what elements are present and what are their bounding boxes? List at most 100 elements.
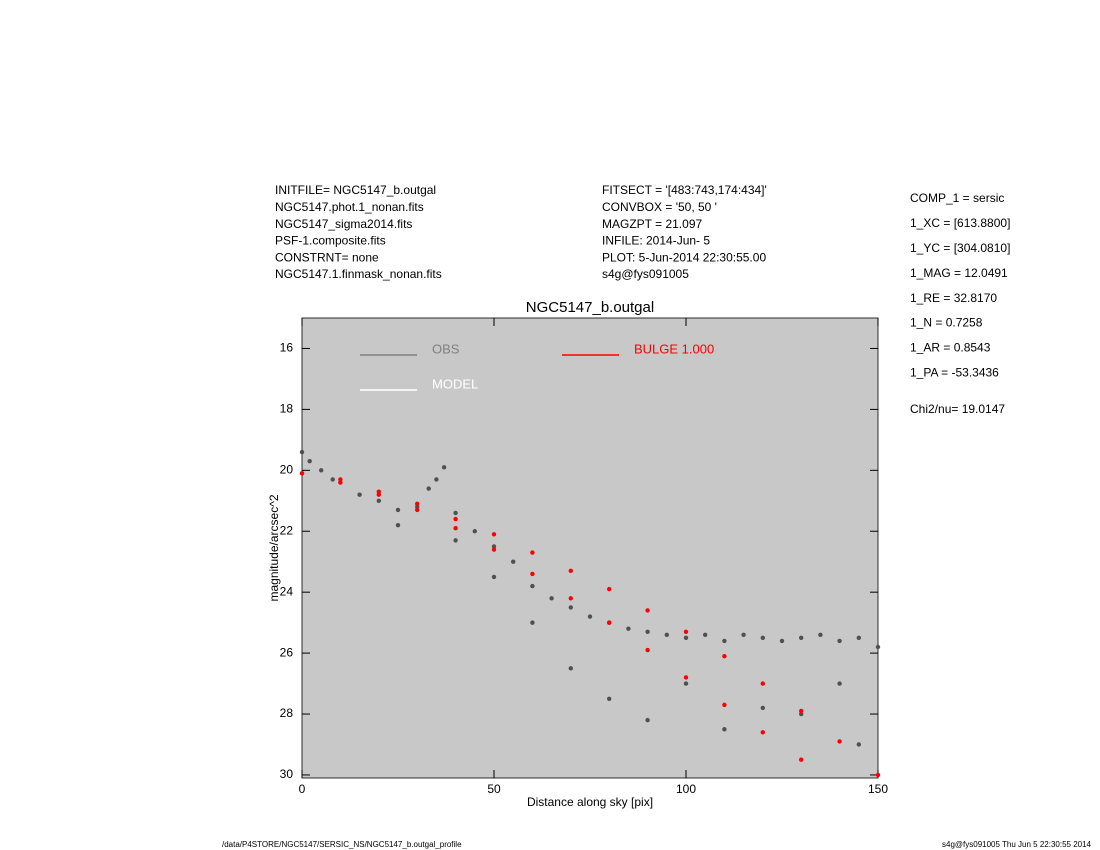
y-tick-label: 26 (280, 645, 294, 659)
point (722, 702, 727, 708)
point (338, 480, 343, 485)
point (607, 620, 612, 625)
point (760, 705, 765, 711)
point (799, 711, 804, 717)
point (307, 458, 312, 464)
point (645, 629, 650, 634)
point (441, 465, 447, 470)
point (568, 596, 573, 601)
point (330, 477, 335, 482)
point (683, 681, 689, 686)
point (626, 626, 631, 631)
header-line: NGC5147.1.finmask_nonan.fits (275, 267, 442, 281)
point (338, 477, 343, 482)
fit-param: 1_YC = [304.0810] (910, 241, 1010, 255)
y-tick-label: 18 (280, 402, 294, 416)
point (549, 596, 554, 601)
y-tick-label: 22 (280, 523, 294, 537)
point (299, 471, 305, 476)
point (683, 635, 689, 641)
point (415, 501, 420, 507)
point (875, 644, 881, 650)
point (319, 468, 324, 473)
fit-param: 1_PA = -53.3436 (910, 365, 999, 379)
point (760, 681, 765, 686)
point (799, 635, 804, 641)
y-tick-label: 30 (280, 767, 294, 781)
point (376, 498, 381, 503)
point (395, 507, 401, 513)
point (664, 632, 669, 638)
y-tick-label: 20 (280, 462, 294, 476)
header-line: INFILE: 2014-Jun- 5 (602, 234, 710, 248)
chart-title: NGC5147_b.outgal (526, 299, 654, 316)
header-line: MAGZPT = 21.097 (602, 217, 702, 231)
point (645, 717, 650, 723)
legend-label: OBS (432, 341, 460, 356)
legend-label: MODEL (432, 376, 478, 391)
point (453, 510, 458, 516)
fit-param: 1_MAG = 12.0491 (910, 266, 1008, 280)
point (722, 653, 727, 659)
point (760, 730, 765, 735)
point (568, 666, 573, 671)
legend-label: BULGE 1.000 (634, 341, 714, 356)
point (875, 772, 881, 778)
point (837, 681, 842, 686)
point (722, 727, 727, 732)
point (683, 675, 689, 680)
point (299, 449, 305, 455)
point (491, 574, 497, 580)
point (799, 708, 804, 714)
y-tick-label: 28 (280, 706, 294, 720)
header-line: CONVBOX = '50, 50 ' (602, 200, 717, 214)
point (607, 696, 612, 701)
fit-param: 1_AR = 0.8543 (910, 341, 991, 355)
point (722, 638, 727, 644)
fit-param: 1_N = 0.7258 (910, 316, 983, 330)
header-line: PLOT: 5-Jun-2014 22:30:55.00 (602, 250, 766, 264)
point (741, 632, 746, 638)
footer-path: /data/P4STORE/NGC5147/SERSIC_NS/NGC5147_… (222, 840, 462, 849)
point (645, 647, 650, 653)
point (491, 544, 497, 549)
point (376, 489, 381, 494)
chi2: Chi2/nu= 19.0147 (910, 402, 1005, 416)
point (426, 486, 431, 491)
point (568, 605, 573, 610)
y-tick-label: 24 (280, 584, 294, 598)
header-line: INITFILE= NGC5147_b.outgal (275, 183, 436, 197)
header-line: FITSECT = '[483:743,174:434]' (602, 183, 767, 197)
point (837, 638, 842, 644)
point (703, 632, 708, 638)
point (818, 632, 823, 638)
point (357, 492, 362, 497)
point (530, 571, 535, 577)
header-line: CONSTRNT= none (275, 250, 379, 264)
x-tick-label: 150 (868, 782, 888, 796)
point (837, 739, 842, 744)
y-tick-label: 16 (280, 341, 294, 355)
point (760, 635, 765, 641)
point (491, 532, 497, 537)
plot-area (301, 317, 879, 779)
point (645, 608, 650, 613)
point (453, 525, 458, 531)
point (511, 559, 516, 564)
point (472, 529, 477, 534)
x-tick-label: 100 (676, 782, 696, 796)
point (530, 550, 535, 555)
x-tick-label: 0 (299, 782, 306, 796)
point (799, 757, 804, 762)
point (856, 635, 861, 641)
fit-param: 1_XC = [613.8800] (910, 216, 1010, 230)
point (434, 477, 439, 482)
header-line: s4g@fys091005 (602, 267, 689, 281)
fit-param: 1_RE = 32.8170 (910, 291, 997, 305)
point (491, 547, 497, 552)
point (453, 538, 458, 543)
point (587, 614, 593, 619)
point (453, 516, 458, 522)
point (395, 522, 401, 528)
